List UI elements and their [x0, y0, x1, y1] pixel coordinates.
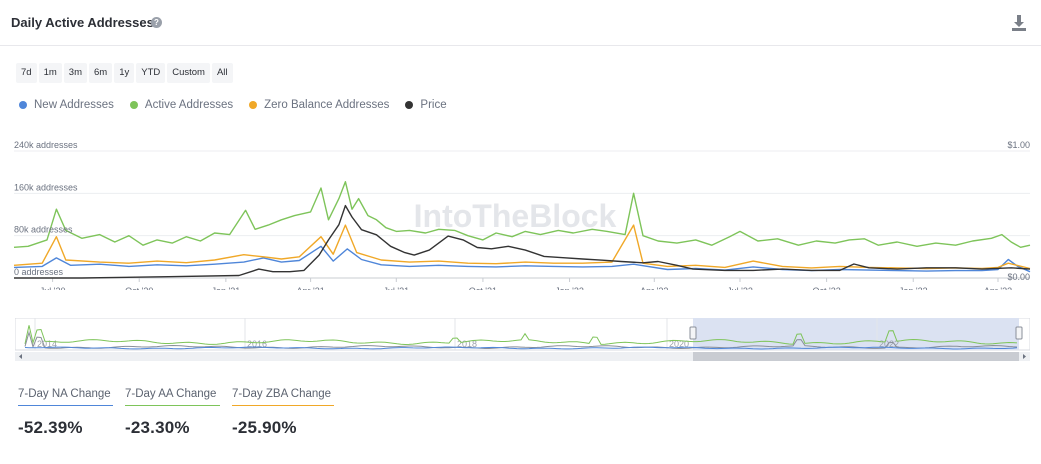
legend-label-new: New Addresses: [34, 99, 114, 111]
kpi-zba-value: -25.90%: [232, 418, 297, 437]
chart-header: Daily Active Addresses ?: [0, 0, 1041, 46]
kpi-zba-underline: [232, 405, 334, 406]
range-6m-button[interactable]: 6m: [88, 63, 113, 83]
range-ytd-button[interactable]: YTD: [136, 63, 166, 83]
legend-dot-active: [129, 101, 138, 109]
navigator-tick-label: 2020: [669, 339, 689, 349]
navigator[interactable]: 2014 2016 2018 2020 2022: [15, 318, 1030, 362]
legend-dot-price: [405, 101, 414, 109]
range-7d-button[interactable]: 7d: [16, 63, 37, 83]
x-tick-label: Apr '22: [640, 286, 668, 290]
chart-title: Daily Active Addresses: [11, 15, 154, 30]
x-axis-labels: Jul '20 Oct '20 Jan '21 Apr '21 Jul '21 Oct '…: [40, 286, 1012, 290]
kpi-row: 7-Day NA Change -52.39% 7-Day AA Change …: [18, 388, 334, 438]
kpi-aa-value: -23.30%: [125, 418, 190, 437]
legend-label-price: Price: [420, 99, 447, 111]
x-tick-label: Apr '21: [296, 286, 324, 290]
legend-dot-new: [19, 101, 27, 109]
download-icon[interactable]: [1011, 14, 1027, 32]
legend-item-new-addresses[interactable]: New Addresses: [19, 99, 114, 111]
chart-legend: New Addresses Active Addresses Zero Bala…: [19, 99, 447, 111]
x-tick-label: Oct '22: [812, 286, 840, 290]
kpi-na-label: 7-Day NA Change: [18, 388, 111, 400]
legend-dot-zero-balance: [249, 101, 258, 109]
range-custom-button[interactable]: Custom: [167, 63, 210, 83]
scroll-left-icon[interactable]: [19, 354, 22, 359]
series-line-active-addresses[interactable]: [13, 181, 1031, 248]
range-selector: 7d 1m 3m 6m 1y YTD Custom All: [16, 63, 233, 83]
x-tick-label: Jul '21: [383, 286, 409, 290]
x-tick-label: Oct '20: [125, 286, 153, 290]
kpi-na-change: 7-Day NA Change -52.39%: [18, 388, 113, 438]
navigator-tick-label: 2022: [879, 339, 899, 349]
chart-watermark: IntoTheBlock: [414, 198, 617, 234]
navigator-selection[interactable]: [693, 318, 1019, 350]
kpi-aa-change: 7-Day AA Change -23.30%: [125, 388, 220, 438]
range-3m-button[interactable]: 3m: [63, 63, 87, 83]
kpi-na-underline: [18, 405, 113, 406]
y-right-tick-label: $0.00: [1007, 272, 1030, 282]
legend-item-zero-balance-addresses[interactable]: Zero Balance Addresses: [249, 99, 389, 111]
range-1y-button[interactable]: 1y: [114, 63, 135, 83]
navigator-line-active: [24, 325, 1018, 346]
navigator-handle-left[interactable]: [689, 326, 697, 340]
kpi-zba-label: 7-Day ZBA Change: [232, 388, 332, 400]
y-tick-label: 240k addresses: [14, 140, 78, 150]
x-tick-label: Jul '22: [727, 286, 753, 290]
y-tick-label: 80k addresses: [14, 225, 73, 235]
legend-label-zero-balance: Zero Balance Addresses: [264, 99, 390, 111]
navigator-line-price: [24, 330, 1018, 350]
kpi-aa-underline: [125, 405, 220, 406]
navigator-scrollbar-thumb[interactable]: [693, 352, 1019, 361]
navigator-tick-label: 2016: [247, 339, 267, 349]
kpi-na-value: -52.39%: [18, 418, 83, 437]
chart-grid: [14, 150, 1030, 282]
navigator-line-new: [24, 346, 1018, 350]
range-1m-button[interactable]: 1m: [38, 63, 62, 83]
kpi-aa-label: 7-Day AA Change: [125, 388, 217, 400]
navigator-scrollbar-track[interactable]: [15, 352, 1030, 361]
y-tick-label: 160k addresses: [14, 182, 78, 192]
navigator-handle-right[interactable]: [1015, 326, 1023, 340]
x-tick-label: Jan '23: [899, 286, 928, 290]
x-tick-label: Jan '22: [555, 286, 584, 290]
question-circle-icon[interactable]: ?: [151, 17, 162, 28]
y-tick-label: 0 addresses: [14, 267, 64, 277]
x-tick-label: Jan '21: [211, 286, 240, 290]
main-chart[interactable]: IntoTheBlock 0 addresses 80k addresses 160…: [0, 140, 1041, 290]
x-tick-label: Oct '21: [469, 286, 497, 290]
navigator-tick-label: 2018: [457, 339, 477, 349]
y-right-tick-label: $1.00: [1007, 140, 1030, 150]
legend-label-active: Active Addresses: [144, 99, 234, 111]
kpi-zba-change: 7-Day ZBA Change -25.90%: [232, 388, 334, 438]
series-line-new-addresses[interactable]: [13, 245, 1031, 273]
scroll-right-icon[interactable]: [1023, 354, 1026, 359]
x-tick-label: Jul '20: [40, 286, 66, 290]
range-all-button[interactable]: All: [211, 63, 233, 83]
y-axis-labels: 0 addresses 80k addresses 160k addresses 24…: [14, 140, 1030, 282]
series-line-price[interactable]: [14, 204, 1031, 279]
x-tick-label: Apr '23: [984, 286, 1012, 290]
legend-item-price[interactable]: Price: [405, 99, 447, 111]
navigator-tick-label: 2014: [37, 339, 57, 349]
legend-item-active-addresses[interactable]: Active Addresses: [129, 99, 234, 111]
chart-series: [13, 181, 1031, 279]
